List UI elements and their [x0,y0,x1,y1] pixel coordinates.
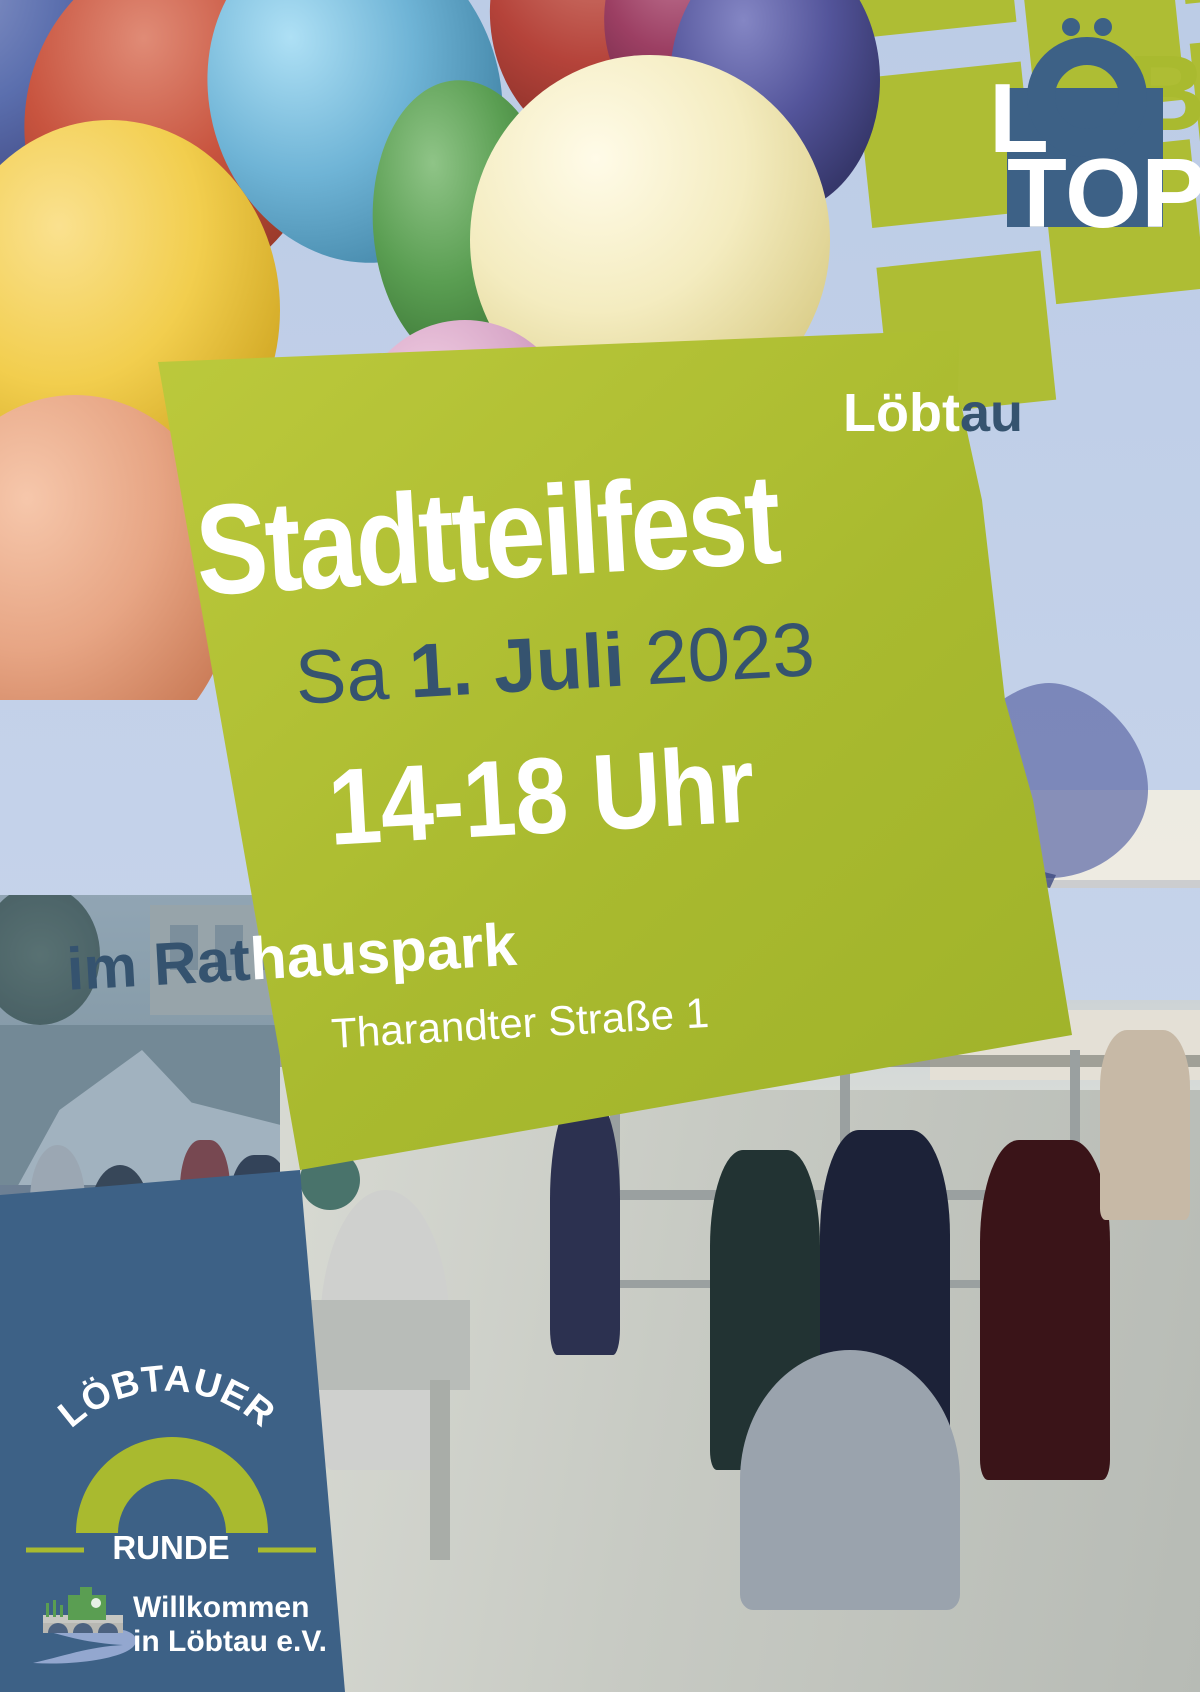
svg-text:in Löbtau e.V.: in Löbtau e.V. [133,1625,327,1658]
svg-text:RUNDE: RUNDE [112,1529,229,1566]
svg-text:Willkommen: Willkommen [133,1591,309,1624]
svg-text:TOP: TOP [1007,138,1200,248]
